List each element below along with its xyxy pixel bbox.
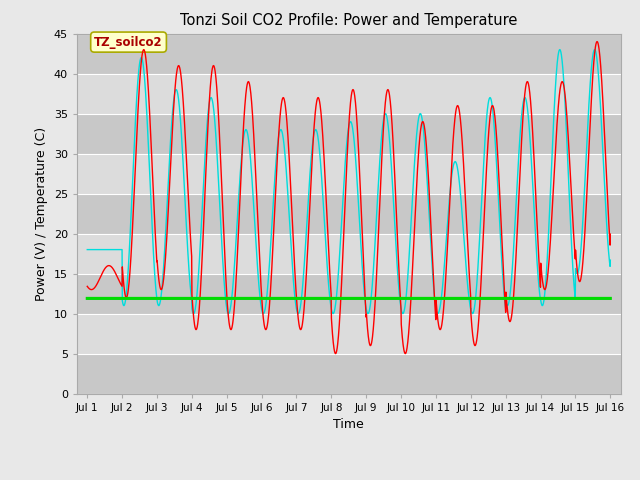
Bar — [77, 354, 621, 394]
Text: TZ_soilco2: TZ_soilco2 — [94, 36, 163, 48]
Bar — [77, 193, 621, 234]
Bar — [77, 34, 621, 73]
Legend: CR23X Temperature, CR23X Voltage, CR10X Voltage, CR10X Temperature: CR23X Temperature, CR23X Voltage, CR10X … — [70, 477, 627, 480]
Bar — [77, 73, 621, 114]
Bar — [77, 154, 621, 193]
Bar — [77, 274, 621, 313]
Y-axis label: Power (V) / Temperature (C): Power (V) / Temperature (C) — [35, 127, 48, 300]
X-axis label: Time: Time — [333, 418, 364, 431]
Bar — [77, 234, 621, 274]
Bar — [77, 313, 621, 354]
Bar — [77, 114, 621, 154]
Title: Tonzi Soil CO2 Profile: Power and Temperature: Tonzi Soil CO2 Profile: Power and Temper… — [180, 13, 518, 28]
